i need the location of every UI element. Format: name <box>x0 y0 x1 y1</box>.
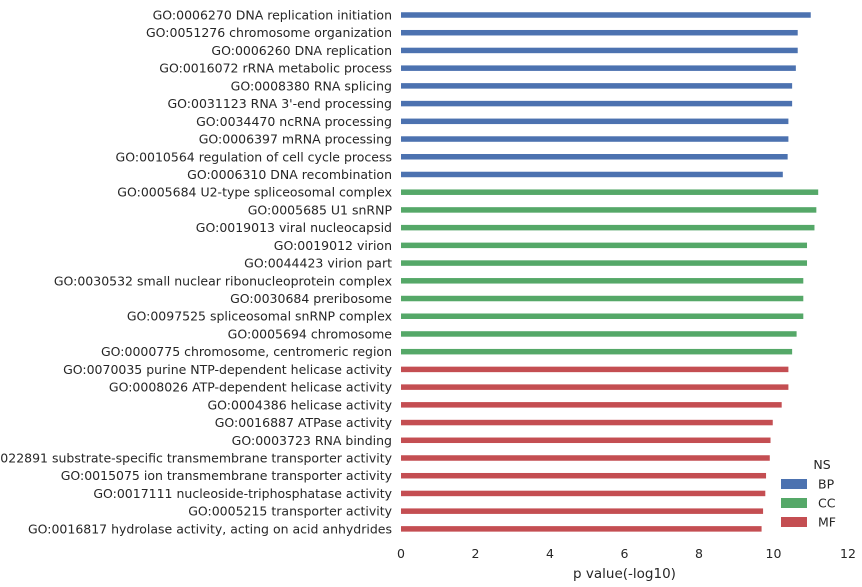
bar-bp-1 <box>401 29 798 36</box>
legend-swatch-cc <box>781 498 807 508</box>
legend-swatch-bp <box>781 479 807 489</box>
bar-bp-6 <box>401 118 789 125</box>
category-label: GO:0004386 helicase activity <box>207 397 392 412</box>
bar-mf-8 <box>401 508 764 514</box>
category-label: GO:0017111 nucleoside-triphosphatase act… <box>93 486 392 501</box>
x-tick-label: 10 <box>766 546 782 561</box>
x-tick-label: 2 <box>472 546 480 561</box>
category-label: GO:0030684 preribosome <box>230 291 392 306</box>
bar-cc-1 <box>401 207 817 213</box>
legend-label-cc: CC <box>818 496 836 511</box>
bar-bp-3 <box>401 65 796 71</box>
bar-cc-7 <box>401 313 804 319</box>
category-label: GO:0005685 U1 snRNP <box>248 202 393 217</box>
bar-cc-8 <box>401 331 797 337</box>
category-label: GO:0006397 mRNA processing <box>199 132 392 147</box>
bar-cc-9 <box>401 348 793 355</box>
x-tick-label: 4 <box>546 546 554 561</box>
bar-bp-9 <box>401 171 783 178</box>
bar-mf-6 <box>401 472 767 479</box>
bar-mf-4 <box>401 437 771 444</box>
category-label: GO:0006310 DNA recombination <box>187 167 392 182</box>
category-label: GO:0097525 spliceosomal snRNP complex <box>127 309 392 324</box>
category-label: GO:0019012 virion <box>274 238 392 253</box>
category-label: GO:0008026 ATP-dependent helicase activi… <box>109 380 393 395</box>
category-label: GO:0005694 chromosome <box>228 326 393 341</box>
bar-bp-8 <box>401 154 788 160</box>
x-axis-label: p value(-log10) <box>573 566 676 582</box>
bar-mf-7 <box>401 490 766 497</box>
category-label: GO:0003723 RNA binding <box>232 433 392 448</box>
category-label: GO:0051276 chromosome organization <box>146 25 392 40</box>
category-label: GO:0006270 DNA replication initiation <box>153 8 392 23</box>
legend-label-bp: BP <box>818 477 835 492</box>
category-labels: GO:0006270 DNA replication initiation GO:… <box>0 8 393 537</box>
bar-cc-3 <box>401 242 808 249</box>
legend-title: NS <box>813 457 830 472</box>
x-tick-label: 8 <box>695 546 703 561</box>
x-axis-ticks: 0 2 4 6 8 10 12 <box>397 546 856 561</box>
bar-cc-5 <box>401 278 804 284</box>
category-label: GO:0019013 viral nucleocapsid <box>196 220 392 235</box>
category-label: GO:0016887 ATPase activity <box>215 415 393 430</box>
bar-mf-2 <box>401 402 782 408</box>
category-label: GO:0006260 DNA replication <box>211 43 392 58</box>
bar-bp-7 <box>401 136 789 142</box>
legend-label-mf: MF <box>818 515 836 530</box>
category-label: GO:0044423 virion part <box>244 256 392 271</box>
bar-mf-5 <box>401 455 770 461</box>
category-label: GO:0005215 transporter activity <box>188 504 392 519</box>
bar-mf-1 <box>401 384 789 390</box>
category-label: GO:0034470 ncRNA processing <box>196 114 392 129</box>
category-label: GO:0005684 U2-type spliceosomal complex <box>117 185 392 200</box>
bar-mf-9 <box>401 526 762 532</box>
bar-bp-5 <box>401 100 793 107</box>
legend-swatch-mf <box>781 517 807 527</box>
bar-cc-4 <box>401 260 808 266</box>
bar-bp-4 <box>401 83 793 89</box>
bar-mf-0 <box>401 366 789 373</box>
category-label: GO:0000775 chromosome, centromeric regio… <box>101 344 392 359</box>
bar-bp-2 <box>401 47 798 54</box>
category-label: GO:0008380 RNA splicing <box>231 78 392 93</box>
bar-mf-3 <box>401 419 773 426</box>
category-label: GO:0030532 small nuclear ribonucleoprote… <box>54 273 392 288</box>
bar-cc-2 <box>401 224 815 231</box>
x-tick-label: 6 <box>621 546 629 561</box>
category-label: GO:0016817 hydrolase activity, acting on… <box>28 521 392 536</box>
bar-cc-6 <box>401 295 804 302</box>
x-tick-label: 0 <box>397 546 405 561</box>
category-label: GO:0022891 substrate-specific transmembr… <box>0 451 393 466</box>
bar-cc-0 <box>401 189 819 195</box>
category-label: GO:0016072 rRNA metabolic process <box>159 61 392 76</box>
category-label: GO:0015075 ion transmembrane transporter… <box>61 468 393 483</box>
category-label: GO:0010564 regulation of cell cycle proc… <box>116 149 392 164</box>
bar-bp-0 <box>401 12 811 18</box>
category-label: GO:0031123 RNA 3'-end processing <box>167 96 392 111</box>
legend: NS BP CC MF <box>781 457 836 530</box>
x-tick-label: 12 <box>840 546 856 561</box>
bars-group <box>401 12 819 532</box>
category-label: GO:0070035 purine NTP-dependent helicase… <box>63 362 393 377</box>
